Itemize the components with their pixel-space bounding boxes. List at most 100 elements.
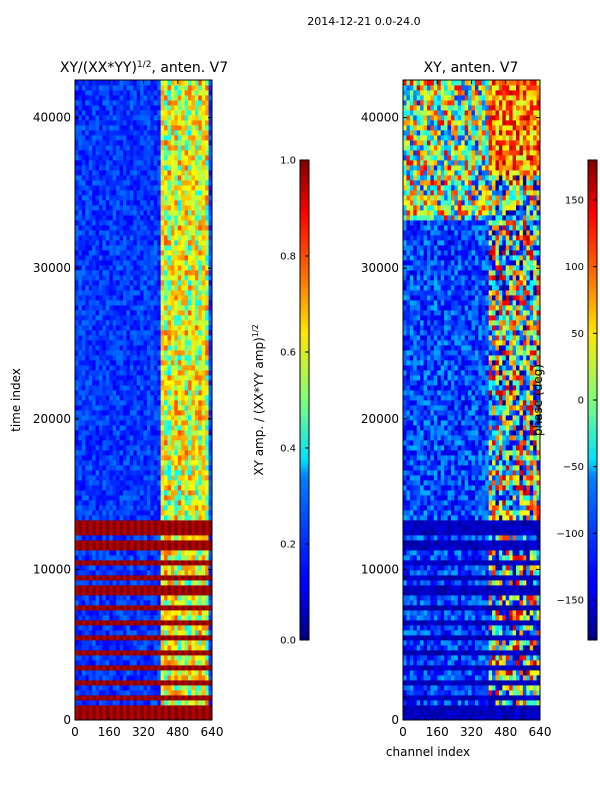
- heatmap-cell: [119, 430, 124, 436]
- heatmap-cell: [75, 570, 79, 576]
- heatmap-cell: [174, 595, 179, 601]
- heatmap-cell: [119, 360, 124, 366]
- heatmap-cell: [150, 560, 155, 566]
- heatmap-cell: [150, 625, 155, 631]
- heatmap-cell: [109, 310, 114, 316]
- heatmap-cell: [157, 660, 162, 666]
- heatmap-cell: [88, 695, 93, 701]
- heatmap-cell: [143, 225, 148, 231]
- heatmap-cell: [191, 640, 196, 646]
- heatmap-cell: [184, 565, 189, 571]
- heatmap-cell: [105, 255, 110, 261]
- heatmap-cell: [167, 470, 172, 476]
- heatmap-cell: [181, 595, 186, 601]
- heatmap-cell: [143, 410, 148, 416]
- heatmap-cell: [122, 450, 127, 456]
- heatmap-cell: [133, 275, 138, 281]
- heatmap-cell: [129, 385, 134, 391]
- heatmap-cell: [160, 225, 165, 231]
- heatmap-cell: [92, 600, 96, 606]
- heatmap-cell: [177, 385, 182, 391]
- heatmap-cell: [191, 255, 196, 261]
- heatmap-cell: [157, 230, 162, 236]
- heatmap-cell: [174, 450, 179, 456]
- heatmap-cell: [160, 715, 165, 720]
- heatmap-cell: [143, 100, 148, 106]
- heatmap-cell: [205, 600, 209, 606]
- heatmap-cell: [92, 255, 96, 261]
- heatmap-cell: [129, 570, 134, 576]
- heatmap-cell: [194, 715, 199, 720]
- heatmap-cell: [140, 630, 144, 636]
- heatmap-cell: [167, 190, 172, 196]
- heatmap-cell: [81, 570, 86, 576]
- heatmap-cell: [167, 595, 172, 601]
- heatmap-cell: [205, 490, 209, 496]
- heatmap-cell: [126, 340, 131, 346]
- heatmap-cell: [85, 205, 90, 211]
- heatmap-cell: [109, 275, 114, 281]
- heatmap-cell: [170, 695, 175, 701]
- heatmap-cell: [133, 580, 138, 586]
- heatmap-cell: [119, 560, 124, 566]
- heatmap-cell: [75, 600, 79, 606]
- heatmap-cell: [174, 495, 179, 501]
- heatmap-cell: [174, 235, 179, 241]
- heatmap-cell: [157, 395, 162, 401]
- heatmap-cell: [105, 235, 110, 241]
- heatmap-cell: [177, 690, 182, 696]
- heatmap-cell: [201, 355, 206, 361]
- heatmap-cell: [153, 600, 158, 606]
- heatmap-cell: [170, 380, 175, 386]
- heatmap-cell: [140, 485, 144, 491]
- heatmap-cell: [116, 445, 120, 451]
- heatmap-cell: [95, 295, 100, 301]
- heatmap-cell: [75, 440, 79, 446]
- heatmap-cell: [140, 475, 144, 481]
- heatmap-cell: [112, 455, 117, 461]
- heatmap-cell: [170, 365, 175, 371]
- heatmap-cell: [122, 625, 127, 631]
- heatmap-cell: [150, 175, 155, 181]
- heatmap-cell: [95, 185, 100, 191]
- heatmap-cell: [92, 275, 96, 281]
- heatmap-cell: [140, 325, 144, 331]
- heatmap-cell: [116, 585, 120, 591]
- heatmap-cell: [198, 105, 203, 111]
- heatmap-cell: [150, 310, 155, 316]
- heatmap-cell: [167, 220, 172, 226]
- heatmap-cell: [143, 335, 148, 341]
- heatmap-cell: [201, 330, 206, 336]
- heatmap-cell: [136, 690, 141, 696]
- heatmap-cell: [177, 155, 182, 161]
- heatmap-cell: [177, 305, 182, 311]
- heatmap-cell: [78, 635, 83, 641]
- heatmap-cell: [164, 270, 168, 276]
- heatmap-cell: [201, 610, 206, 616]
- heatmap-cell: [95, 550, 100, 556]
- heatmap-cell: [116, 440, 120, 446]
- heatmap-cell: [198, 690, 203, 696]
- heatmap-cell: [174, 380, 179, 386]
- heatmap-cell: [164, 530, 168, 536]
- heatmap-cell: [88, 700, 93, 706]
- heatmap-cell: [201, 120, 206, 126]
- heatmap-cell: [88, 125, 93, 131]
- heatmap-cell: [150, 165, 155, 171]
- heatmap-cell: [102, 645, 107, 651]
- heatmap-cell: [198, 615, 203, 621]
- heatmap-cell: [136, 405, 141, 411]
- heatmap-cell: [205, 415, 209, 421]
- heatmap-cell: [133, 260, 138, 266]
- heatmap-cell: [136, 630, 141, 636]
- heatmap-cell: [92, 435, 96, 441]
- heatmap-cell: [160, 410, 165, 416]
- heatmap-cell: [133, 570, 138, 576]
- heatmap-cell: [170, 625, 175, 631]
- heatmap-cell: [181, 535, 186, 541]
- heatmap-cell: [122, 420, 127, 426]
- heatmap-cell: [188, 655, 192, 661]
- heatmap-cell: [81, 310, 86, 316]
- heatmap-cell: [133, 435, 138, 441]
- heatmap-cell: [98, 585, 103, 591]
